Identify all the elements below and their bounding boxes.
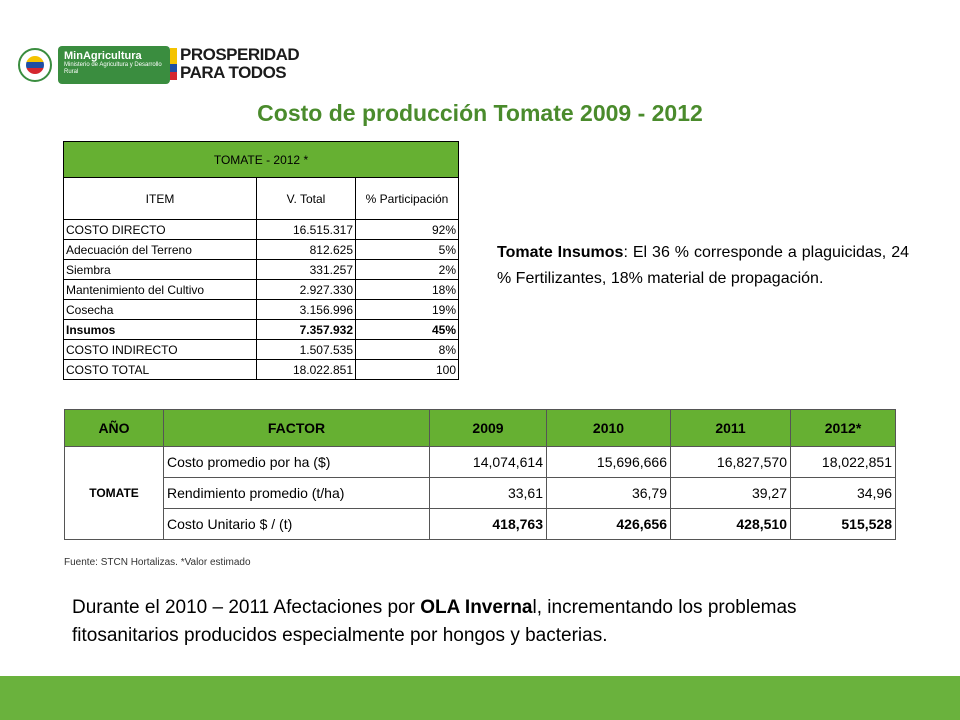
- row-total: 18.022.851: [256, 359, 356, 380]
- value-2010: 426,656: [546, 508, 671, 540]
- value-2009: 418,763: [429, 508, 547, 540]
- table-row: Insumos 7.357.932 45%: [63, 319, 459, 340]
- row-pct: 8%: [355, 339, 459, 360]
- crop-label: TOMATE: [64, 446, 164, 540]
- insumos-note-text: : El 36 % corresponde a plaguicidas, 24 …: [497, 244, 910, 287]
- minagricultura-badge: MinAgricultura Ministerio de Agricultura…: [58, 46, 170, 84]
- table-row: COSTO DIRECTO 16.515.317 92%: [63, 219, 459, 240]
- value-2009: 33,61: [429, 477, 547, 509]
- yearly-cost-table: AÑO FACTOR 2009 2010 2011 2012* TOMATE C…: [64, 409, 896, 540]
- table1-header-item: ITEM: [63, 177, 257, 220]
- row-total: 7.357.932: [256, 319, 356, 340]
- table2-header-year: AÑO: [64, 409, 164, 447]
- table1-title: TOMATE - 2012 *: [63, 141, 459, 178]
- table-row: Rendimiento promedio (t/ha) 33,61 36,79 …: [65, 477, 896, 509]
- conclusion-pre: Durante el 2010 – 2011 Afectaciones por: [72, 597, 421, 618]
- table-row: Mantenimiento del Cultivo 2.927.330 18%: [63, 279, 459, 300]
- conclusion-post: l, incrementando los problemas fitosanit…: [72, 597, 797, 646]
- value-2012: 515,528: [790, 508, 896, 540]
- row-pct: 18%: [355, 279, 459, 300]
- row-item: Insumos: [63, 319, 257, 340]
- insumos-note: Tomate Insumos: El 36 % corresponde a pl…: [497, 240, 909, 292]
- row-pct: 5%: [355, 239, 459, 260]
- row-pct: 100: [355, 359, 459, 380]
- value-2012: 34,96: [790, 477, 896, 509]
- value-2012: 18,022,851: [790, 446, 896, 478]
- table-row: COSTO TOTAL 18.022.851 100: [63, 359, 459, 380]
- row-item: COSTO TOTAL: [63, 359, 257, 380]
- table1-header-pct: % Participación: [355, 177, 459, 220]
- factor-label: Costo promedio por ha ($): [163, 446, 430, 478]
- table-row: Adecuación del Terreno 812.625 5%: [63, 239, 459, 260]
- value-2010: 36,79: [546, 477, 671, 509]
- value-2011: 16,827,570: [670, 446, 791, 478]
- prosperidad-line1: PROSPERIDAD: [180, 45, 300, 64]
- table-row: COSTO INDIRECTO 1.507.535 8%: [63, 339, 459, 360]
- table2-header-2011: 2011: [670, 409, 791, 447]
- row-total: 1.507.535: [256, 339, 356, 360]
- colombia-flag-icon: [170, 48, 177, 80]
- table-row: Cosecha 3.156.996 19%: [63, 299, 459, 320]
- insumos-note-bold: Tomate Insumos: [497, 244, 624, 261]
- row-pct: 45%: [355, 319, 459, 340]
- source-note: Fuente: STCN Hortalizas. *Valor estimado: [64, 557, 251, 568]
- coat-of-arms-icon: [18, 48, 52, 82]
- table1-header-total: V. Total: [256, 177, 356, 220]
- conclusion-text: Durante el 2010 – 2011 Afectaciones por …: [72, 594, 892, 650]
- row-item: Mantenimiento del Cultivo: [63, 279, 257, 300]
- table2-header-2010: 2010: [546, 409, 671, 447]
- factor-label: Rendimiento promedio (t/ha): [163, 477, 430, 509]
- row-pct: 92%: [355, 219, 459, 240]
- table-row: Siembra 331.257 2%: [63, 259, 459, 280]
- table2-header-2012: 2012*: [790, 409, 896, 447]
- row-item: COSTO DIRECTO: [63, 219, 257, 240]
- prosperidad-logo: PROSPERIDAD PARA TODOS: [170, 44, 310, 84]
- cost-breakdown-table: TOMATE - 2012 * ITEM V. Total % Particip…: [63, 141, 459, 380]
- minagricultura-logo: MinAgricultura Ministerio de Agricultura…: [18, 46, 170, 84]
- row-pct: 19%: [355, 299, 459, 320]
- row-total: 3.156.996: [256, 299, 356, 320]
- row-item: COSTO INDIRECTO: [63, 339, 257, 360]
- table2-header-2009: 2009: [429, 409, 547, 447]
- conclusion-bold: OLA Inverna: [420, 597, 533, 618]
- row-item: Adecuación del Terreno: [63, 239, 257, 260]
- table-row: TOMATE Costo promedio por ha ($) 14,074,…: [64, 446, 896, 540]
- minagricultura-subtitle: Ministerio de Agricultura y Desarrollo R…: [64, 62, 162, 75]
- value-2011: 428,510: [670, 508, 791, 540]
- footer-bar: [0, 676, 960, 720]
- row-total: 2.927.330: [256, 279, 356, 300]
- page-title: Costo de producción Tomate 2009 - 2012: [257, 100, 703, 126]
- table2-header-factor: FACTOR: [163, 409, 430, 447]
- row-total: 812.625: [256, 239, 356, 260]
- prosperidad-line2: PARA TODOS: [180, 63, 287, 82]
- value-2010: 15,696,666: [546, 446, 671, 478]
- row-pct: 2%: [355, 259, 459, 280]
- minagricultura-brand: MinAgricultura: [64, 50, 142, 62]
- value-2011: 39,27: [670, 477, 791, 509]
- row-item: Siembra: [63, 259, 257, 280]
- row-total: 16.515.317: [256, 219, 356, 240]
- factor-label: Costo Unitario $ / (t): [163, 508, 430, 540]
- row-total: 331.257: [256, 259, 356, 280]
- table-row: Costo Unitario $ / (t) 418,763 426,656 4…: [65, 508, 896, 540]
- value-2009: 14,074,614: [429, 446, 547, 478]
- row-item: Cosecha: [63, 299, 257, 320]
